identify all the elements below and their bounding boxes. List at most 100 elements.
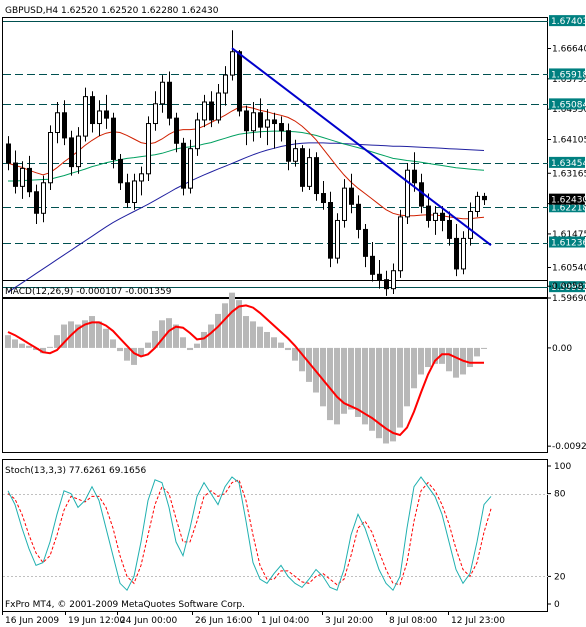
- price-tick-label: 1.66640: [552, 45, 586, 55]
- candle-bear: [90, 96, 95, 125]
- macd-tick-label: -0.00925: [552, 442, 586, 452]
- candle-bull: [41, 182, 46, 214]
- candles: [6, 30, 487, 296]
- candle-bear: [328, 202, 333, 259]
- macd-signal-line: [7, 304, 484, 437]
- macd-pane-border: [2, 280, 548, 453]
- level-tag-bg: [549, 156, 585, 168]
- macd-histogram-bar: [481, 347, 487, 349]
- macd-histogram-bar: [264, 331, 270, 348]
- candle-bear: [181, 142, 186, 189]
- candle-bull: [391, 270, 396, 290]
- candle-bear: [349, 187, 354, 205]
- candle-bear: [300, 148, 305, 187]
- time-tick-label: 12 Jul 23:00: [451, 616, 505, 626]
- candle-bear: [209, 101, 214, 121]
- candle-bull: [97, 110, 102, 125]
- candle-bear: [258, 112, 263, 128]
- macd-histogram-bar: [432, 347, 438, 364]
- price-tick-label: 1.61475: [552, 230, 586, 240]
- candle-bear: [321, 193, 326, 204]
- macd-histogram-bar: [229, 292, 235, 348]
- stoch-pane-border: [2, 459, 548, 612]
- candle-bear: [272, 119, 277, 125]
- level-tag-label: 1.63454: [551, 159, 586, 169]
- level-tag-label: 1.67403: [551, 17, 586, 27]
- candle-bear: [377, 273, 382, 281]
- macd-histogram-bar: [40, 347, 46, 354]
- candle-bull: [20, 167, 25, 187]
- macd-histogram-bar: [75, 324, 81, 348]
- macd-histogram-bar: [124, 347, 130, 361]
- candle-bear: [356, 203, 361, 230]
- candle-bull: [160, 81, 165, 105]
- candle-bear: [440, 212, 445, 221]
- price-pane-border: [2, 17, 548, 298]
- candle-bull: [216, 92, 221, 121]
- candle-bear: [279, 123, 284, 132]
- macd-histogram-bar: [453, 347, 459, 378]
- macd-histogram-bar: [341, 347, 347, 414]
- candle-bear: [27, 167, 32, 193]
- candle-bear: [118, 158, 123, 184]
- stoch-series: [3, 476, 548, 592]
- macd-histogram-bar: [397, 347, 403, 428]
- macd-histogram-bar: [82, 320, 88, 348]
- stoch-tick-label: 80: [554, 490, 566, 500]
- level-tag-bg: [549, 98, 585, 110]
- candle-bull: [293, 148, 298, 162]
- candle-bull: [433, 212, 438, 221]
- macd-histogram-bar: [369, 347, 375, 431]
- macd-histogram-bar: [278, 342, 284, 348]
- macd-histogram-bar: [474, 347, 480, 357]
- horizontal-levels[interactable]: [3, 21, 548, 288]
- candle-bear: [482, 195, 487, 201]
- macd-histogram-bar: [166, 318, 172, 348]
- macd-histogram-bar: [201, 331, 207, 348]
- macd-histogram-bar: [243, 316, 249, 348]
- candle-bear: [237, 51, 242, 112]
- macd-histogram-bar: [439, 347, 445, 364]
- level-tag-label: 1.65918: [551, 70, 586, 80]
- macd-histogram-bar: [390, 347, 396, 442]
- candle-bear: [13, 162, 18, 187]
- macd-histogram-bar: [348, 347, 354, 410]
- time-tick-label: 3 Jul 20:00: [325, 616, 374, 626]
- candle-bull: [195, 119, 200, 150]
- stoch-tick-label: 0: [554, 600, 560, 610]
- price-axis: 1.666401.657951.649501.641051.631651.623…: [548, 15, 586, 610]
- macd-histogram-bar: [138, 347, 144, 357]
- candle-bear: [370, 255, 375, 275]
- candle-bear: [454, 237, 459, 270]
- candle-bear: [426, 205, 431, 221]
- macd-histogram-bar: [222, 303, 228, 348]
- macd-histogram-bar: [159, 320, 165, 348]
- candle-bull: [342, 187, 347, 221]
- candle-bull: [468, 210, 473, 239]
- candle-bear: [314, 157, 319, 195]
- time-tick-label: 24 Jun 00:00: [120, 616, 177, 626]
- candle-bear: [412, 169, 417, 184]
- macd-histogram-bar: [26, 345, 32, 348]
- level-tag-bg: [549, 15, 585, 27]
- macd-histogram-bar: [334, 347, 340, 425]
- macd-histogram-bar: [257, 326, 263, 348]
- candle-bull: [223, 74, 228, 94]
- candle-bear: [174, 117, 179, 144]
- price-tick-label: 1.64105: [552, 136, 586, 146]
- trendline-group[interactable]: [231, 47, 492, 247]
- price-tick-label: 1.65795: [552, 75, 586, 85]
- current-price-tag-bg: [549, 193, 585, 205]
- stoch-signal-line: [7, 479, 492, 586]
- macd-histogram-bar: [215, 313, 221, 348]
- macd-histogram-bar: [362, 347, 368, 425]
- macd-histogram-bar: [467, 347, 473, 368]
- stoch-tick-label: 100: [554, 462, 571, 472]
- macd-histogram-bar: [355, 347, 361, 417]
- macd-histogram-bar: [180, 337, 186, 348]
- macd-histogram-bar: [208, 324, 214, 348]
- macd-histogram-bar: [306, 347, 312, 382]
- macd-histogram-bar: [425, 347, 431, 368]
